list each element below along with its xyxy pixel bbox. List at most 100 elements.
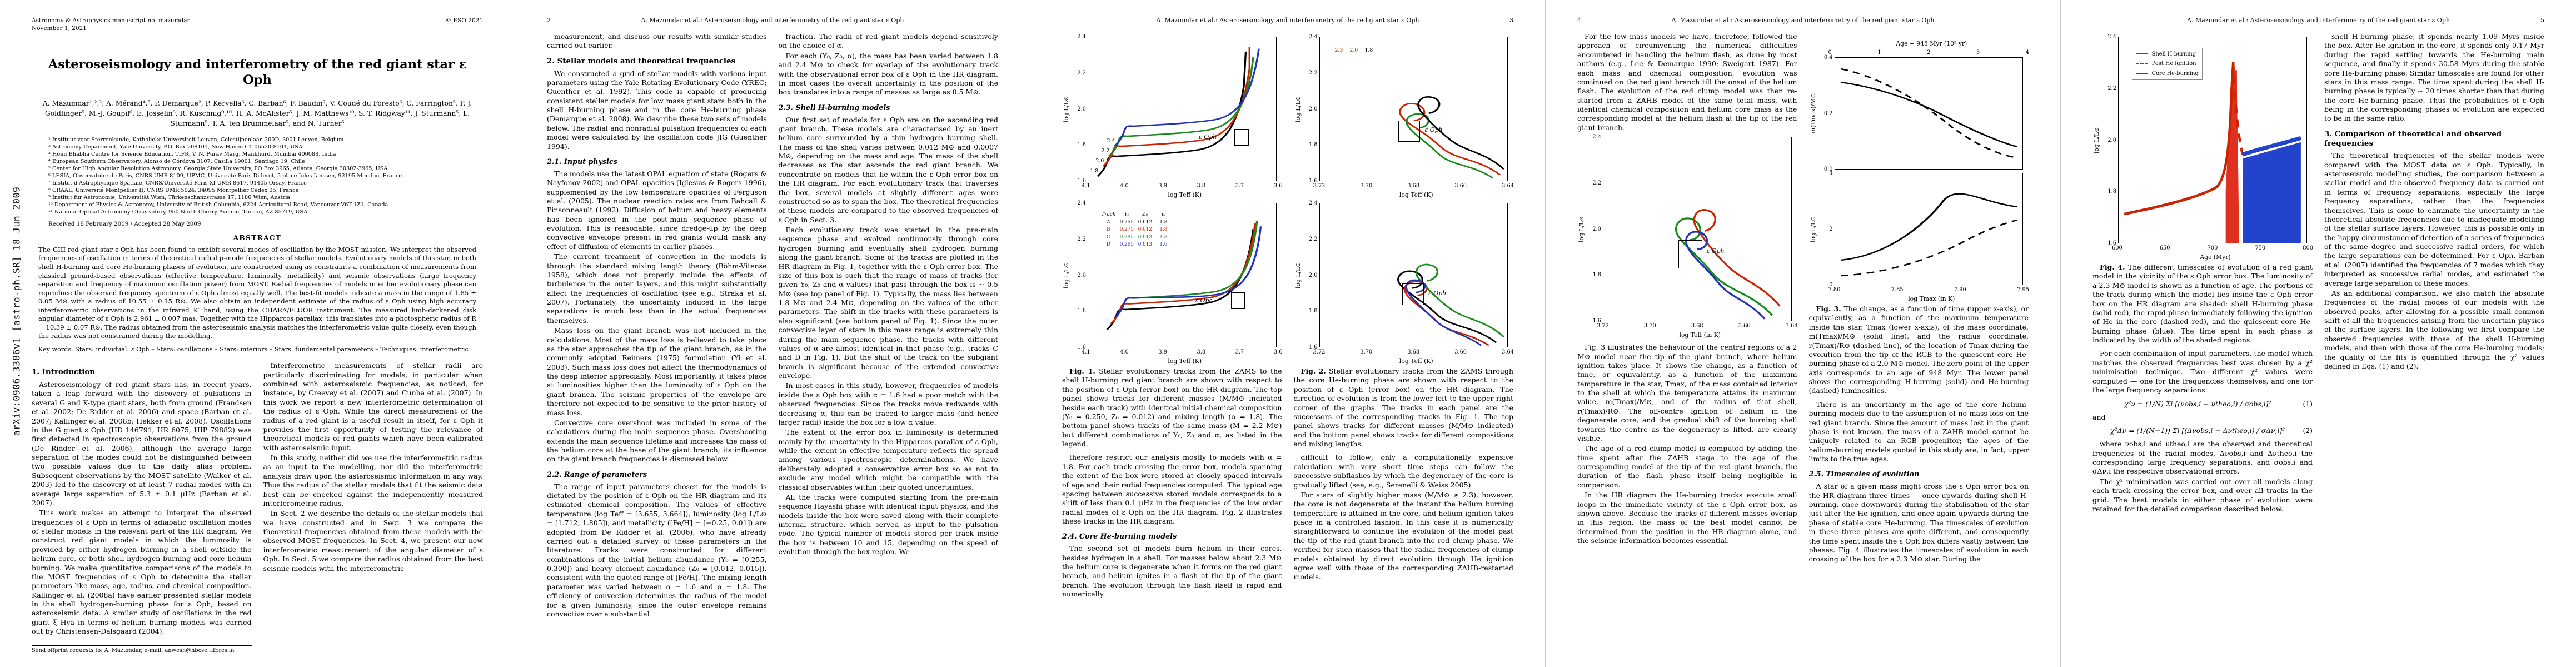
y-tick: 2.4 (2107, 34, 2116, 40)
figure-3: Age − 948 Myr (10⁵ yr) 01234 m(Tmax)/M⊙ … (1809, 40, 2029, 396)
body-paragraph: Our first set of models for ε Oph are on… (778, 115, 999, 224)
running-title: A. Mazumdar et al.: Asteroseismology and… (2187, 17, 2450, 24)
fig2-bottom-panel: log L/L⊙ 2.4 2.2 2.0 1.8 1.6 3.72 3.70 3.68 3.6… (1294, 200, 1514, 355)
page3-columns: log L/L⊙ 2.4 2.2 2.0 1.8 1.6 4.1 4.0 3.9 3.8 3.7… (1062, 32, 1513, 600)
keywords-line: Key words. Stars: individual: ε Oph – St… (38, 345, 469, 353)
x-tick: 3.72 (1597, 323, 1609, 330)
author-list: A. Mazumdar¹,²,³, A. Mérand⁴,⁵, P. Demar… (42, 99, 472, 128)
body-paragraph: difficult to follow; only a computationa… (1293, 453, 1514, 489)
institution-line: ¹⁰ Department of Physics & Astronomy, Un… (48, 201, 388, 208)
page5-columns: log L/L⊙ 2.4 2.2 2.0 1.8 1.6 600 650 700 750 800… (2092, 32, 2544, 515)
legend-row: B 0.275 0.012 1.8 (1107, 227, 1168, 233)
body-paragraph: In most cases in this study, however, fr… (778, 381, 999, 426)
x-tick: 600 (2112, 245, 2122, 251)
x-tick: 3.6 (1273, 349, 1282, 355)
x-tick: 3.7 (1235, 349, 1244, 355)
range-continuation-paragraphs: fraction. The radii of red giant models … (779, 32, 999, 97)
shell-models-paragraphs: Our first set of models for ε Oph are on… (779, 116, 999, 557)
fig1-caption: Fig. 1. Stellar evolutionary tracks from… (1062, 367, 1282, 448)
page-number: 2 (547, 17, 551, 24)
figure-2: log L/L⊙ 2.4 2.2 2.0 1.8 1.6 3.72 3.70 3.68 3.6… (1294, 34, 1514, 449)
y-tick-labels: 2.4 2.2 2.0 1.8 1.6 (1303, 200, 1318, 350)
x-tick: 3.72 (1313, 183, 1326, 189)
page5-col-right: shell H-burning phase, it spends nearly … (2324, 32, 2544, 515)
legend-entry: Shell H-burning (2135, 49, 2199, 59)
page-3: A. Mazumdar et al.: Asteroseismology and… (1030, 0, 1546, 667)
body-paragraph: fraction. The radii of red giant models … (778, 32, 999, 50)
track-legend: Track Y₀ Z₀ α A 0.255 (1097, 210, 1174, 250)
error-box (1678, 240, 1702, 269)
evolution-track (1685, 231, 1766, 320)
subsection-heading-core-he: 2.4. Core He-burning models (1062, 532, 1177, 541)
y-tick: 1.8 (1077, 308, 1086, 315)
y-tick: 2.2 (1077, 69, 1086, 76)
range-paragraphs: The range of input parameters chosen for… (547, 482, 767, 619)
body-paragraphs: Fig. 3 illustrates the behaviour of the … (1577, 343, 1797, 545)
x-tick-labels: 7.80 7.85 7.90 7.95 (1828, 287, 2029, 293)
institution-line: ⁸ GRAAL, Université Montpellier II, CNRS… (48, 187, 299, 193)
offprint-footnote: Send offprint requests to: A. Mazumdar, … (32, 645, 252, 654)
x-tick: 3.68 (1691, 323, 1703, 330)
figure-1: log L/L⊙ 2.4 2.2 2.0 1.8 1.6 4.1 4.0 3.9 3.8 3.7… (1062, 34, 1282, 449)
body-paragraph: Asteroseismology of red giant stars has,… (32, 380, 252, 507)
x-tick: 3.8 (1197, 349, 1206, 355)
legend-entry: Post He ignition (2135, 59, 2199, 69)
legend-row: A 0.255 0.012 1.8 (1107, 219, 1168, 225)
x-tick: 3.64 (1502, 349, 1513, 355)
input-physics-paragraphs: The models use the latest OPAL equation … (547, 170, 767, 464)
star-label: ε Oph (1706, 247, 1725, 255)
x-tick: 3.68 (1407, 183, 1420, 189)
x-tick: 3.9 (1158, 349, 1167, 355)
fig2-bottom-plot (1397, 263, 1504, 346)
page-number: 4 (1577, 17, 1581, 24)
body-paragraph: The range of input parameters chosen for… (547, 482, 767, 618)
evolution-track (1113, 226, 1262, 319)
page-1: Astronomy & Astrophysics manuscript no. … (0, 0, 515, 667)
body-paragraph: For each combination of input parameters… (2092, 349, 2313, 394)
equation-number: (1) (2303, 400, 2313, 409)
body-paragraph: Convective core overshoot was included i… (547, 418, 767, 464)
page-4: 4 A. Mazumdar et al.: Asteroseismology a… (1546, 0, 2061, 667)
evolution-track (1113, 48, 1260, 147)
fig4-panel: log L/L⊙ 2.4 2.2 2.0 1.8 1.6 600 650 700 750 800… (2093, 34, 2313, 251)
mass-label: 1.8 (1364, 47, 1373, 54)
fig2-top-plot (1398, 96, 1504, 178)
body-paragraph: The second set of models burn helium in … (1062, 544, 1282, 599)
y-tick: 2.4 (1592, 134, 1601, 141)
evolution-track (1097, 51, 1247, 177)
body-paragraph: The age of a red clump model is computed… (1577, 444, 1797, 489)
page1-col-right: Interferometric measurements of stellar … (263, 361, 484, 637)
fig3-lower-plot (1840, 193, 2017, 277)
abstract-heading: ABSTRACT (233, 233, 282, 242)
body-paragraphs: For each combination of input parameters… (2092, 349, 2313, 395)
manuscript-header-left: Astronomy & Astrophysics manuscript no. … (32, 17, 190, 32)
shell-h-burning-swatch (2135, 53, 2148, 54)
y-tick-labels: 2.4 2.2 2.0 1.8 1.6 (1303, 34, 1318, 184)
mass-label: 2.4 (1107, 137, 1115, 144)
mass-label: 2.0 (1349, 47, 1358, 54)
mass-coordinate-curve (1840, 81, 2017, 148)
radius-coordinate-curve (1840, 68, 2017, 159)
manuscript-no: Astronomy & Astrophysics manuscript no. … (32, 17, 190, 24)
y-tick: 1.6 (2107, 240, 2116, 246)
x-tick: 3.70 (1360, 349, 1373, 355)
intro-paragraphs-left: Asteroseismology of red giant stars has,… (32, 380, 252, 636)
body-paragraph: As an additional comparison, we also mat… (2324, 288, 2544, 370)
running-title: A. Mazumdar et al.: Asteroseismology and… (1156, 17, 1419, 24)
continuation-paragraphs: measurement, and discuss our results wit… (547, 32, 767, 51)
running-title: A. Mazumdar et al.: Asteroseismology and… (1671, 17, 1935, 24)
post-he-ignition-swatch (2135, 63, 2148, 64)
x-tick: 4.0 (1120, 349, 1129, 355)
page1-col-left: 1. Introduction Asteroseismology of red … (32, 361, 252, 637)
manuscript-header: Astronomy & Astrophysics manuscript no. … (32, 17, 483, 32)
shell-h-burning-track (2124, 62, 2235, 216)
x-tick: 650 (2159, 245, 2170, 251)
x-tick: 700 (2207, 245, 2218, 251)
body-paragraph: This work makes an attempt to interpret … (32, 509, 252, 636)
body-paragraph: In this study, neither did we use the in… (263, 454, 484, 507)
body-paragraph: All the tracks were computed starting fr… (778, 492, 999, 556)
core-he-burning-track (2242, 136, 2301, 157)
body-paragraph: Mass loss on the giant branch was not in… (547, 326, 767, 417)
y-axis-label: log L/L⊙ (1294, 262, 1302, 288)
page4-col-left: For the low mass models we have, therefo… (1577, 32, 1797, 565)
